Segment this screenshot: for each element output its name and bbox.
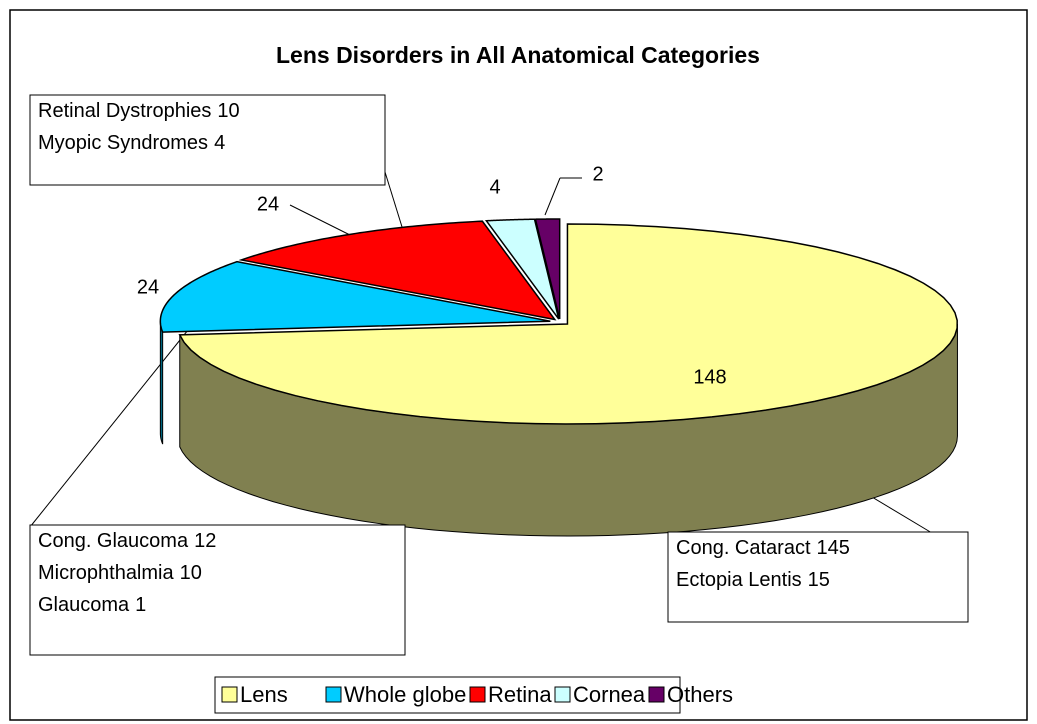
annotation-box bbox=[667, 531, 969, 623]
annotation-value: 10 bbox=[217, 100, 239, 122]
annotation-value: 12 bbox=[194, 530, 216, 552]
annotation-name: Cong. Glaucoma bbox=[38, 530, 189, 552]
data-label: 4 bbox=[489, 176, 500, 198]
annotation-text: Ectopia Lentis 15 bbox=[676, 569, 830, 591]
annotation-value: 1 bbox=[135, 594, 146, 616]
pie-slice bbox=[484, 218, 560, 320]
annotation-name: Myopic Syndromes bbox=[38, 132, 208, 154]
annotation-text: Retinal Dystrophies 10 bbox=[38, 100, 240, 122]
chart-title: Lens Disorders in All Anatomical Categor… bbox=[276, 42, 760, 68]
pie-slice bbox=[534, 218, 561, 320]
data-label: 24 bbox=[137, 276, 159, 298]
annotation-text: Cong. Glaucoma 12 bbox=[38, 530, 216, 552]
annotation-value: 10 bbox=[180, 562, 202, 584]
pie-slice bbox=[178, 223, 958, 425]
legend-swatch bbox=[554, 686, 571, 703]
legend-swatch bbox=[469, 686, 486, 703]
legend-swatch bbox=[325, 686, 342, 703]
legend-box bbox=[214, 676, 681, 714]
annotation-value: 145 bbox=[817, 537, 850, 559]
data-label: 24 bbox=[257, 193, 279, 215]
annotation-name: Cong. Cataract bbox=[676, 537, 811, 559]
legend-label: Retina bbox=[488, 682, 552, 707]
legend-label: Whole globe bbox=[344, 682, 466, 707]
leader-line bbox=[289, 204, 351, 236]
annotation-name: Ectopia Lentis bbox=[676, 569, 802, 591]
legend-label: Lens bbox=[240, 682, 288, 707]
legend-label: Others bbox=[667, 682, 733, 707]
data-label: 2 bbox=[592, 163, 603, 185]
annotation-text: Myopic Syndromes 4 bbox=[38, 132, 225, 154]
legend-swatch bbox=[221, 686, 238, 703]
pie-side bbox=[159, 321, 164, 445]
pie-slice bbox=[238, 220, 557, 321]
annotation-value: 4 bbox=[214, 132, 225, 154]
leader-line bbox=[544, 177, 561, 216]
pie-slice bbox=[159, 260, 551, 333]
annotation-box bbox=[29, 94, 386, 186]
annotation-value: 15 bbox=[808, 569, 830, 591]
data-label: 148 bbox=[693, 366, 726, 388]
legend-label: Cornea bbox=[573, 682, 646, 707]
legend-swatch bbox=[648, 686, 665, 703]
annotation-text: Cong. Cataract 145 bbox=[676, 537, 850, 559]
annotation-box bbox=[29, 524, 406, 656]
annotation-name: Retinal Dystrophies bbox=[38, 100, 211, 122]
annotation-text: Microphthalmia 10 bbox=[38, 562, 202, 584]
annotation-name: Glaucoma bbox=[38, 594, 130, 616]
annotation-name: Microphthalmia bbox=[38, 562, 174, 584]
annotation-text: Glaucoma 1 bbox=[38, 594, 146, 616]
